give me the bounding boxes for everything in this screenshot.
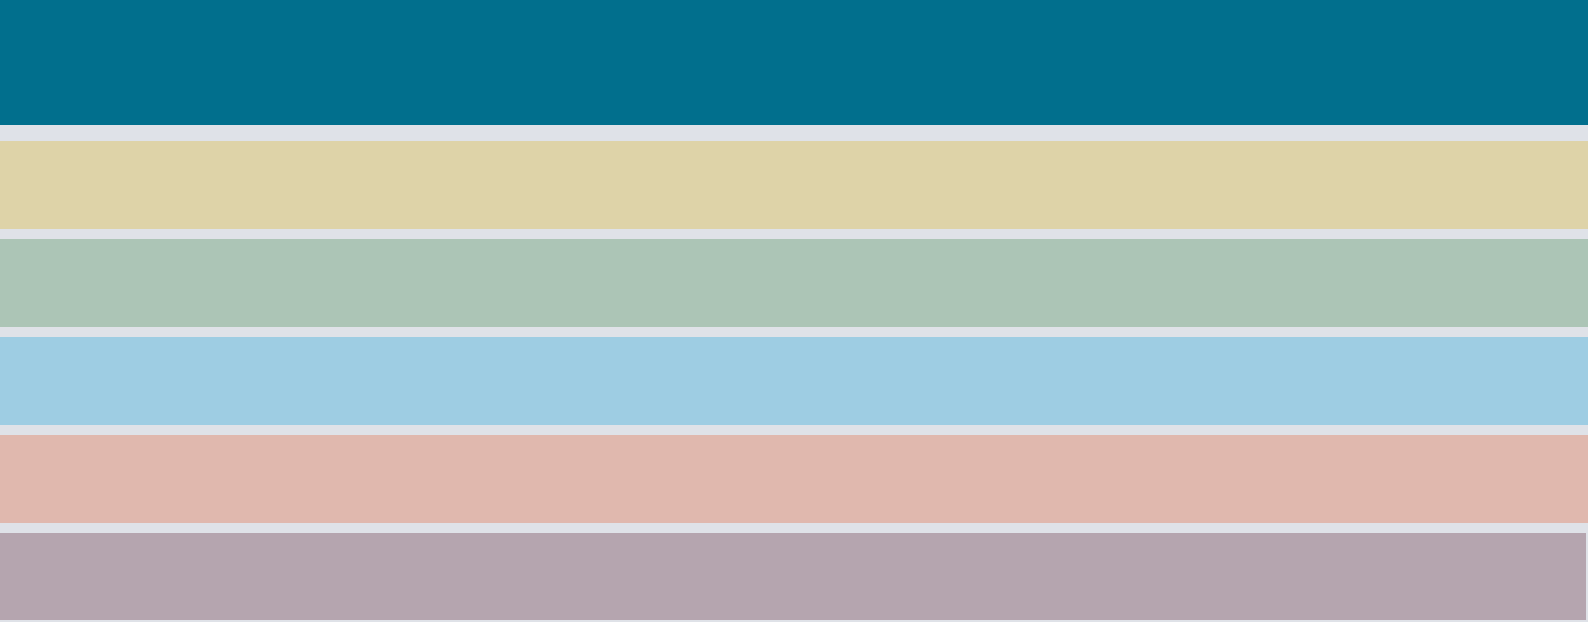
- color-band-sand: [0, 141, 1588, 229]
- color-band-teal: [0, 0, 1588, 125]
- color-band-sky-blue: [0, 337, 1588, 425]
- color-band-sage: [0, 239, 1588, 327]
- color-band-mauve: [0, 533, 1586, 620]
- color-band-blush: [0, 435, 1588, 523]
